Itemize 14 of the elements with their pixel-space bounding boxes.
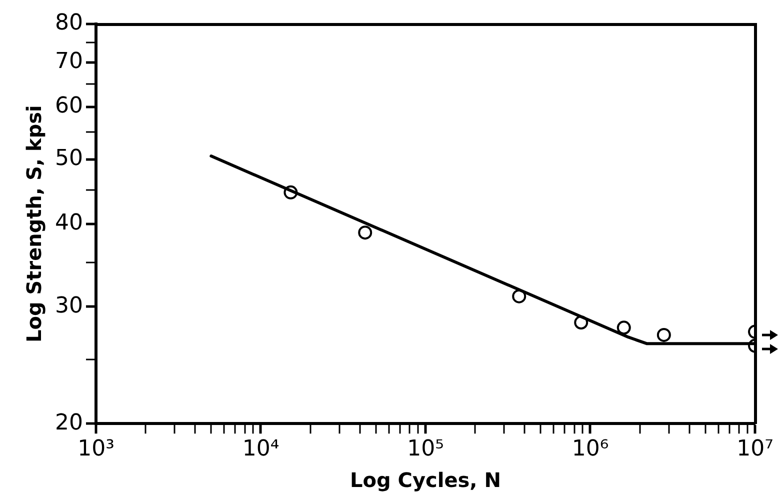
x-tick-label: 10⁴	[242, 436, 280, 462]
y-tick-label: 70	[54, 49, 83, 74]
x-tick-label: 10⁶	[572, 436, 609, 462]
x-tick-label: 10⁵	[407, 436, 444, 462]
y-tick-label: 30	[54, 293, 83, 318]
x-tick-label: 10⁷	[736, 436, 774, 462]
x-tick-label: 10³	[78, 436, 114, 462]
y-axis-title: Log Strength, S, kpsi	[22, 105, 46, 343]
y-tick-label: 50	[54, 146, 83, 172]
y-tick-label: 20	[54, 410, 83, 436]
x-axis-title: Log Cycles, N	[350, 468, 501, 492]
y-tick-label: 40	[54, 210, 83, 236]
y-tick-label: 80	[54, 10, 83, 36]
y-tick-label: 60	[54, 94, 83, 119]
